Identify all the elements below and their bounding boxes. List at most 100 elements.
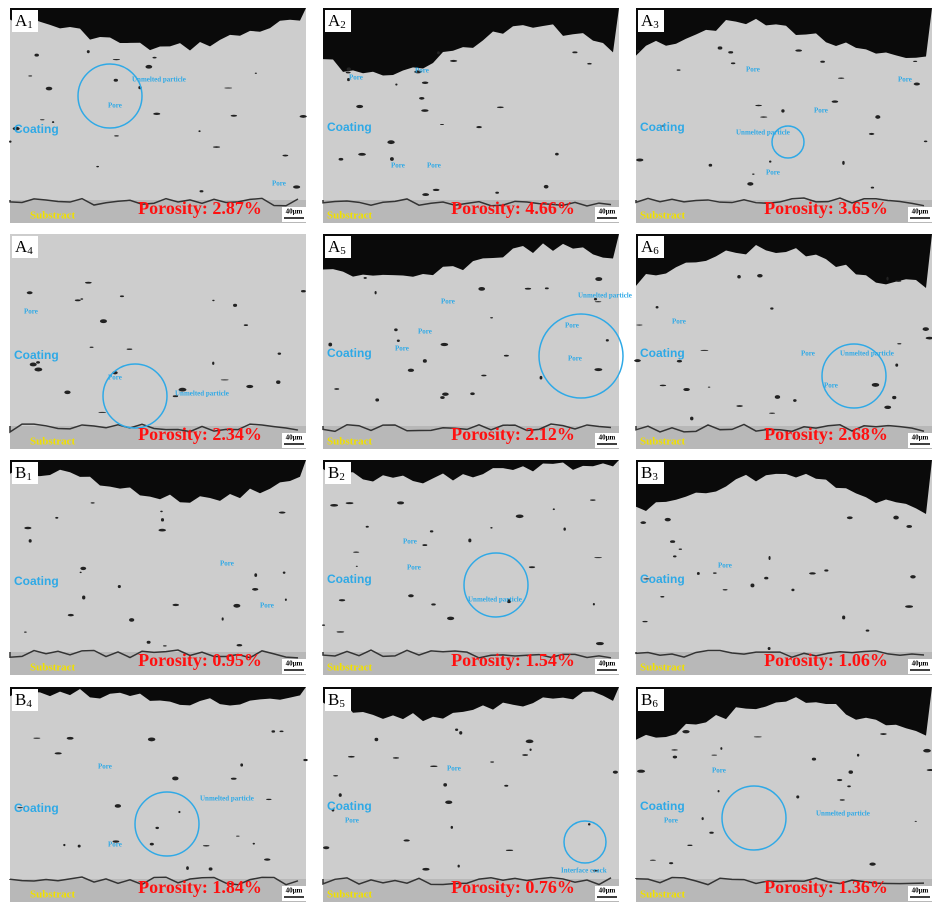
coating-label: Coating <box>640 799 685 813</box>
panel-letter: B <box>328 463 339 482</box>
porosity-label: Porosity: 0.76% <box>451 877 575 897</box>
pore <box>282 155 288 157</box>
pore <box>857 754 859 757</box>
annotation: Pore <box>801 350 815 358</box>
pore <box>770 307 773 309</box>
pore <box>718 790 720 792</box>
scale-label: 40μm <box>286 887 303 895</box>
pore <box>526 740 534 744</box>
pore <box>213 146 220 148</box>
pore <box>595 301 602 302</box>
pore <box>728 51 733 53</box>
pore <box>221 379 229 380</box>
pore <box>656 306 659 309</box>
scale-label: 40μm <box>599 434 616 442</box>
pore <box>300 115 307 118</box>
coating-label: Coating <box>327 346 372 360</box>
pore <box>82 596 85 600</box>
pore <box>276 380 280 384</box>
pore <box>820 61 825 63</box>
pore <box>366 526 369 528</box>
panel-letter: B <box>15 690 26 709</box>
pore <box>127 348 133 349</box>
pore <box>200 190 204 192</box>
pore <box>529 749 531 751</box>
pore <box>441 343 449 346</box>
pore <box>781 109 784 112</box>
pore <box>849 770 853 773</box>
pore <box>163 645 167 646</box>
pore <box>393 757 399 759</box>
coating-label: Coating <box>327 120 372 134</box>
pore <box>915 821 917 822</box>
annotation: Pore <box>24 308 38 316</box>
annotation: Interface crack <box>561 867 607 875</box>
annotation: Pore <box>565 322 579 330</box>
pore <box>791 589 794 592</box>
annotation: Unmelted particle <box>175 390 229 398</box>
pore <box>665 518 671 522</box>
pore <box>431 603 436 605</box>
pore <box>572 51 577 53</box>
pore <box>34 54 38 57</box>
pore <box>279 512 286 514</box>
annotation: Pore <box>568 355 582 363</box>
pore <box>34 368 42 372</box>
pore <box>892 396 896 399</box>
pore <box>709 164 713 167</box>
pore <box>100 319 107 323</box>
porosity-label: Porosity: 2.12% <box>451 424 575 444</box>
pore <box>285 599 287 601</box>
scale-label: 40μm <box>912 887 929 895</box>
pore <box>161 518 164 521</box>
pore <box>884 406 891 409</box>
substrate-label: Substract <box>327 210 373 222</box>
annotation: Pore <box>415 67 429 75</box>
pore <box>78 845 81 848</box>
pore <box>155 827 159 829</box>
pore <box>687 845 692 846</box>
panel-letter: A <box>328 11 341 30</box>
pore <box>160 511 163 513</box>
pore <box>118 585 121 588</box>
pore <box>178 811 180 813</box>
scale-label: 40μm <box>286 208 303 216</box>
scale-label: 40μm <box>599 887 616 895</box>
pore <box>793 399 797 402</box>
pore <box>522 754 528 756</box>
annotation: Pore <box>220 560 234 568</box>
pore <box>711 755 717 756</box>
pore <box>293 185 300 188</box>
pore <box>55 752 62 754</box>
annotation: Pore <box>345 817 359 825</box>
pore <box>203 845 210 846</box>
pore <box>158 529 166 532</box>
pore <box>278 352 281 354</box>
pore <box>28 75 32 76</box>
substrate-label: Substract <box>640 210 686 222</box>
pore <box>222 617 224 620</box>
pore <box>702 817 704 820</box>
pore <box>80 572 82 574</box>
pore <box>563 527 565 530</box>
pore <box>90 347 94 348</box>
scale-label: 40μm <box>286 660 303 668</box>
pore <box>115 804 121 808</box>
pore <box>669 862 673 864</box>
substrate-label: Substract <box>30 436 76 448</box>
panel-index: 4 <box>27 245 33 257</box>
coating-label: Coating <box>640 572 685 586</box>
annotation: Unmelted particle <box>200 795 254 803</box>
substrate-label: Substract <box>30 662 76 674</box>
pore <box>387 140 394 144</box>
pore <box>233 604 240 608</box>
annotation: Unmelted particle <box>816 810 870 818</box>
pore <box>905 605 913 608</box>
pore <box>525 288 531 290</box>
pore <box>840 799 845 800</box>
annotation: Unmelted particle <box>468 596 522 604</box>
pore <box>301 290 306 292</box>
pore <box>747 182 753 186</box>
pore <box>495 192 499 194</box>
